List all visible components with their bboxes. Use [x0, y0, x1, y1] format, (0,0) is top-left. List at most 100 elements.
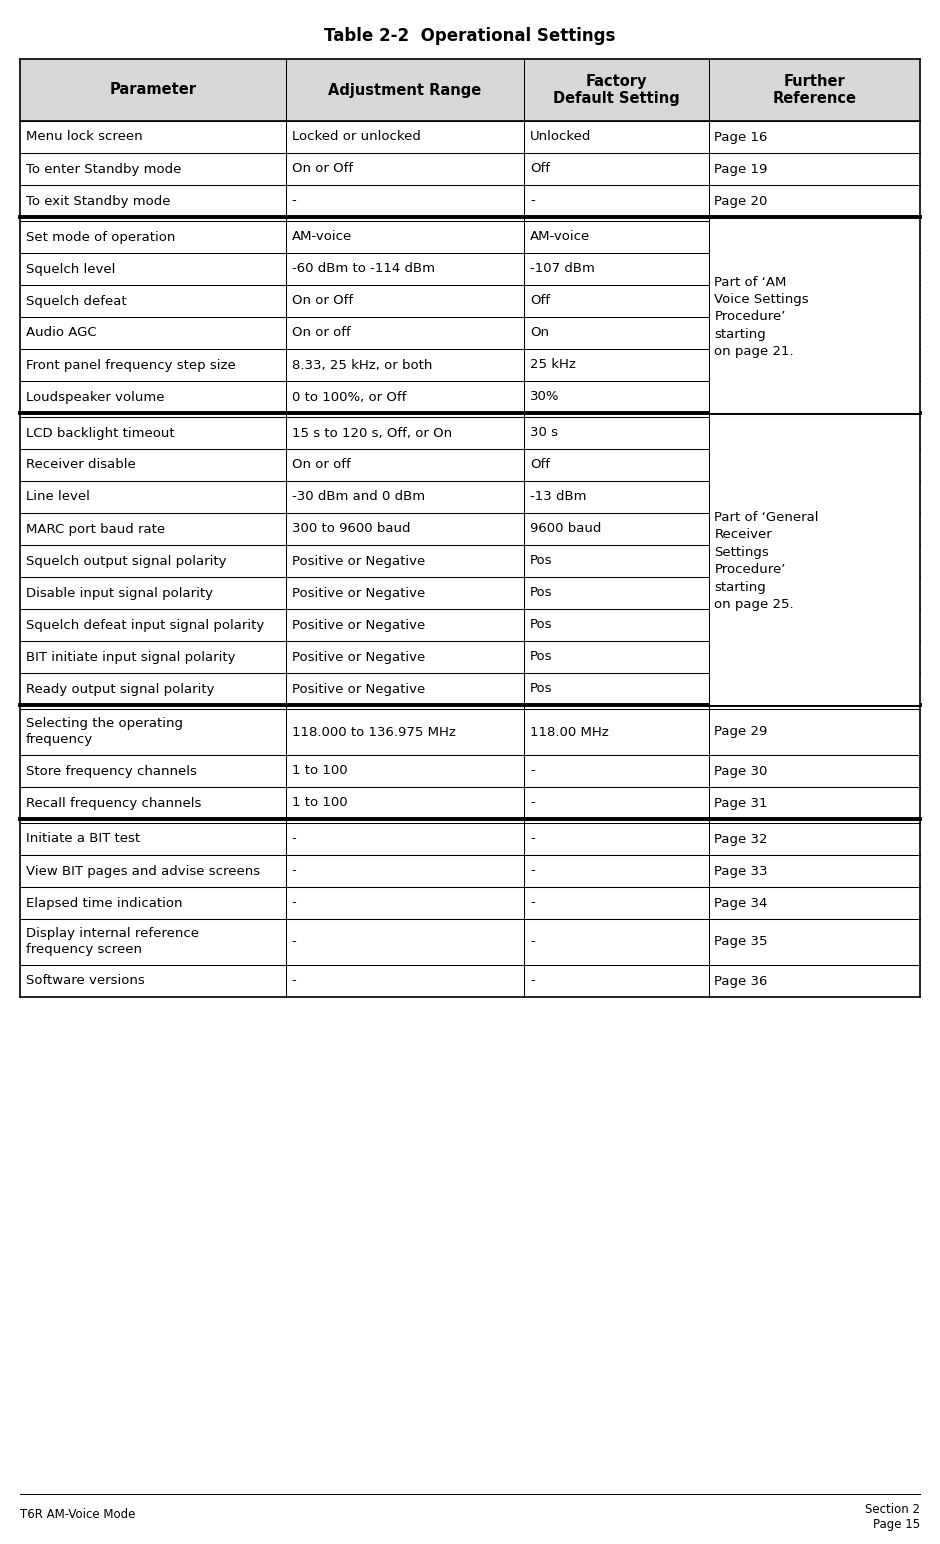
Text: Line level: Line level: [26, 491, 90, 503]
Text: -: -: [530, 195, 535, 207]
Text: 0 to 100%, or Off: 0 to 100%, or Off: [291, 391, 406, 403]
Text: -: -: [291, 974, 296, 988]
Bar: [710, 417, 920, 706]
Text: -: -: [291, 195, 296, 207]
Text: Pos: Pos: [530, 650, 553, 664]
Text: 30%: 30%: [530, 391, 559, 403]
Bar: [20, 221, 920, 253]
Text: -: -: [530, 797, 535, 809]
Text: Store frequency channels: Store frequency channels: [26, 764, 196, 778]
Text: Page 34: Page 34: [714, 897, 768, 909]
Text: Initiate a BIT test: Initiate a BIT test: [26, 832, 140, 846]
Text: Positive or Negative: Positive or Negative: [291, 650, 425, 664]
Text: -60 dBm to -114 dBm: -60 dBm to -114 dBm: [291, 262, 434, 275]
Text: Page 35: Page 35: [714, 936, 768, 948]
Text: To enter Standby mode: To enter Standby mode: [26, 162, 181, 176]
Text: Part of ‘AM
Voice Settings
Procedure’
starting
on page 21.: Part of ‘AM Voice Settings Procedure’ st…: [714, 275, 809, 358]
Text: Squelch output signal polarity: Squelch output signal polarity: [26, 554, 227, 568]
Text: Loudspeaker volume: Loudspeaker volume: [26, 391, 164, 403]
Text: Menu lock screen: Menu lock screen: [26, 131, 143, 144]
Text: -: -: [530, 974, 535, 988]
Text: Section 2
Page 15: Section 2 Page 15: [865, 1502, 920, 1532]
Text: -30 dBm and 0 dBm: -30 dBm and 0 dBm: [291, 491, 425, 503]
Text: Off: Off: [530, 459, 550, 471]
Text: Page 31: Page 31: [714, 797, 768, 809]
Text: Pos: Pos: [530, 682, 553, 695]
Text: View BIT pages and advise screens: View BIT pages and advise screens: [26, 865, 260, 877]
Bar: [20, 823, 920, 855]
Text: Page 29: Page 29: [714, 726, 768, 738]
Text: 1 to 100: 1 to 100: [291, 797, 347, 809]
Text: Pos: Pos: [530, 554, 553, 568]
Text: Page 20: Page 20: [714, 195, 768, 207]
Text: 118.000 to 136.975 MHz: 118.000 to 136.975 MHz: [291, 726, 455, 738]
Text: -: -: [530, 832, 535, 846]
Text: Audio AGC: Audio AGC: [26, 326, 97, 340]
Text: Pos: Pos: [530, 587, 553, 599]
Text: 9600 baud: 9600 baud: [530, 522, 602, 536]
Text: Positive or Negative: Positive or Negative: [291, 587, 425, 599]
Text: Page 36: Page 36: [714, 974, 768, 988]
Text: Unlocked: Unlocked: [530, 131, 591, 144]
Bar: [20, 449, 920, 482]
Text: AM-voice: AM-voice: [291, 230, 352, 244]
Text: Page 19: Page 19: [714, 162, 768, 176]
Text: 25 kHz: 25 kHz: [530, 358, 576, 372]
Text: -: -: [291, 865, 296, 877]
Bar: [20, 153, 920, 185]
Bar: [20, 185, 920, 218]
Bar: [20, 886, 920, 919]
Bar: [20, 545, 920, 577]
Bar: [20, 286, 920, 317]
Text: LCD backlight timeout: LCD backlight timeout: [26, 426, 175, 440]
Text: 30 s: 30 s: [530, 426, 558, 440]
Text: On or off: On or off: [291, 459, 351, 471]
Text: 8.33, 25 kHz, or both: 8.33, 25 kHz, or both: [291, 358, 431, 372]
Text: Further
Reference: Further Reference: [773, 74, 856, 107]
Text: Display internal reference
frequency screen: Display internal reference frequency scr…: [26, 928, 199, 956]
Text: AM-voice: AM-voice: [530, 230, 590, 244]
Text: Squelch level: Squelch level: [26, 262, 116, 275]
Bar: [20, 417, 920, 449]
Bar: [20, 608, 920, 641]
Bar: [710, 221, 920, 412]
Bar: [20, 709, 920, 755]
Bar: [20, 641, 920, 673]
Text: Positive or Negative: Positive or Negative: [291, 554, 425, 568]
Text: Squelch defeat input signal polarity: Squelch defeat input signal polarity: [26, 619, 264, 631]
Text: 15 s to 120 s, Off, or On: 15 s to 120 s, Off, or On: [291, 426, 451, 440]
Text: Locked or unlocked: Locked or unlocked: [291, 131, 420, 144]
Bar: [20, 381, 920, 412]
Bar: [20, 120, 920, 153]
Text: BIT initiate input signal polarity: BIT initiate input signal polarity: [26, 650, 236, 664]
Text: -: -: [291, 897, 296, 909]
Bar: [20, 482, 920, 513]
Text: Off: Off: [530, 162, 550, 176]
Text: Page 32: Page 32: [714, 832, 768, 846]
Text: To exit Standby mode: To exit Standby mode: [26, 195, 170, 207]
Text: -: -: [530, 764, 535, 778]
Text: Positive or Negative: Positive or Negative: [291, 682, 425, 695]
Text: Ready output signal polarity: Ready output signal polarity: [26, 682, 214, 695]
Text: Set mode of operation: Set mode of operation: [26, 230, 176, 244]
Text: -: -: [291, 936, 296, 948]
Text: Page 16: Page 16: [714, 131, 768, 144]
Text: Part of ‘General
Receiver
Settings
Procedure’
starting
on page 25.: Part of ‘General Receiver Settings Proce…: [714, 511, 819, 611]
Text: Recall frequency channels: Recall frequency channels: [26, 797, 201, 809]
Text: -: -: [530, 865, 535, 877]
Text: Disable input signal polarity: Disable input signal polarity: [26, 587, 213, 599]
Text: -: -: [530, 936, 535, 948]
Text: Front panel frequency step size: Front panel frequency step size: [26, 358, 236, 372]
Bar: [20, 965, 920, 997]
Text: Adjustment Range: Adjustment Range: [328, 82, 481, 97]
Text: Positive or Negative: Positive or Negative: [291, 619, 425, 631]
Bar: [20, 349, 920, 381]
Text: T6R AM-Voice Mode: T6R AM-Voice Mode: [20, 1507, 135, 1521]
Text: On or off: On or off: [291, 326, 351, 340]
Text: Software versions: Software versions: [26, 974, 145, 988]
Text: Pos: Pos: [530, 619, 553, 631]
Bar: [20, 577, 920, 608]
Text: Page 30: Page 30: [714, 764, 768, 778]
Bar: [20, 513, 920, 545]
Text: Receiver disable: Receiver disable: [26, 459, 135, 471]
